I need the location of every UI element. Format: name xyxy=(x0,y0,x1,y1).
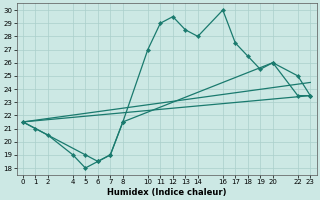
X-axis label: Humidex (Indice chaleur): Humidex (Indice chaleur) xyxy=(107,188,226,197)
